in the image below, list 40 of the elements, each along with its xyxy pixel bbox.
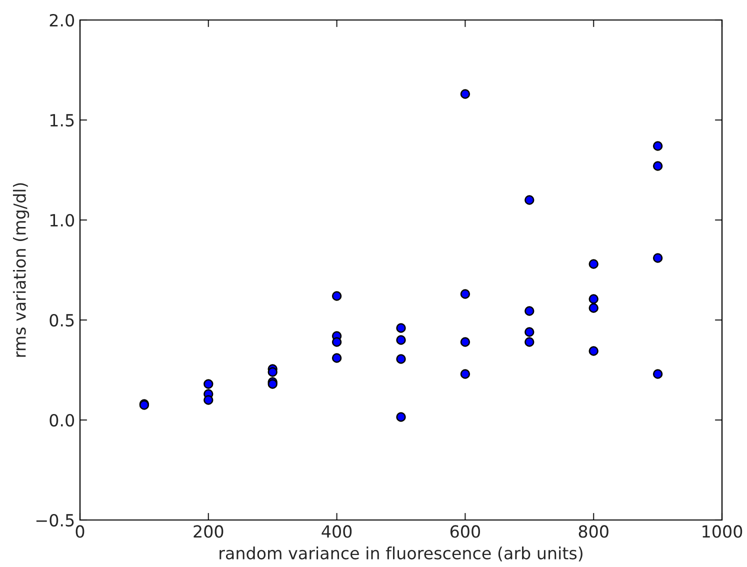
point [652,161,663,171]
point [524,306,534,316]
y-tick-label: 2.0 [50,14,74,27]
point [460,289,470,299]
x-tick-label: 200 [194,525,224,538]
y-tick-label: 1.5 [50,114,74,127]
x-tick-label: 400 [322,525,352,538]
point [588,303,598,313]
point [204,395,214,405]
point [460,337,470,347]
point [588,346,598,356]
point [332,291,342,301]
y-axis-title: rms variation (mg/dl) [12,183,30,357]
x-tick-label: 1000 [702,525,742,538]
point [524,195,534,205]
point [460,89,470,99]
point [652,253,663,263]
x-tick-label: 600 [450,525,480,538]
point [524,337,534,347]
point [268,367,278,377]
point [396,335,406,345]
x-tick-label: 0 [76,525,84,538]
y-tick-label: 1.0 [50,214,74,227]
point [396,412,406,422]
point [588,259,598,269]
point [332,353,342,363]
point [652,369,663,379]
point [524,327,534,337]
point [588,294,598,304]
point [204,379,214,389]
x-axis-title: random variance in fluorescence (arb units) [220,546,582,562]
point [460,369,470,379]
point [396,354,406,364]
point [396,323,406,333]
y-tick-label: −0.5 [36,514,74,527]
x-tick-label: 800 [578,525,608,538]
y-tick-label: 0.5 [50,314,74,327]
y-tick-label: 0.0 [50,414,74,427]
point [652,141,663,151]
point [332,337,342,347]
